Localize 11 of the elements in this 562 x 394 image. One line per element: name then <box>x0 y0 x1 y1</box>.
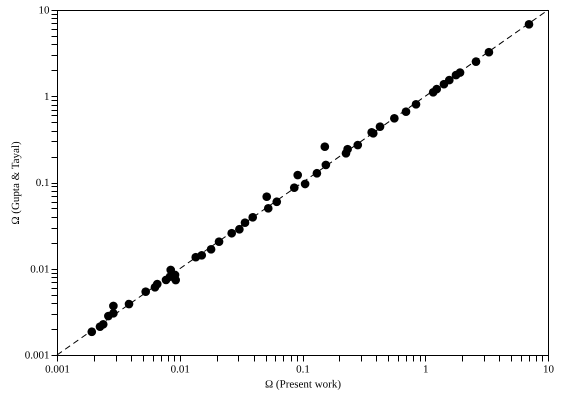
x-tick-label: 0.1 <box>296 364 310 376</box>
y-tick-label: 10 <box>38 4 50 16</box>
y-tick-label: 1 <box>44 90 50 103</box>
x-axis-title: Ω (Present work) <box>265 378 342 390</box>
x-tick-label: 10 <box>543 364 554 376</box>
y-tick-label: 0.001 <box>24 350 50 362</box>
y-axis-title: Ω (Gupta & Tayal) <box>10 141 22 225</box>
y-tick-label: 0.1 <box>36 177 50 189</box>
x-tick-label: 0.01 <box>170 364 190 376</box>
x-tick-label: 1 <box>423 364 428 376</box>
y-tick-label: 0.01 <box>30 263 50 276</box>
